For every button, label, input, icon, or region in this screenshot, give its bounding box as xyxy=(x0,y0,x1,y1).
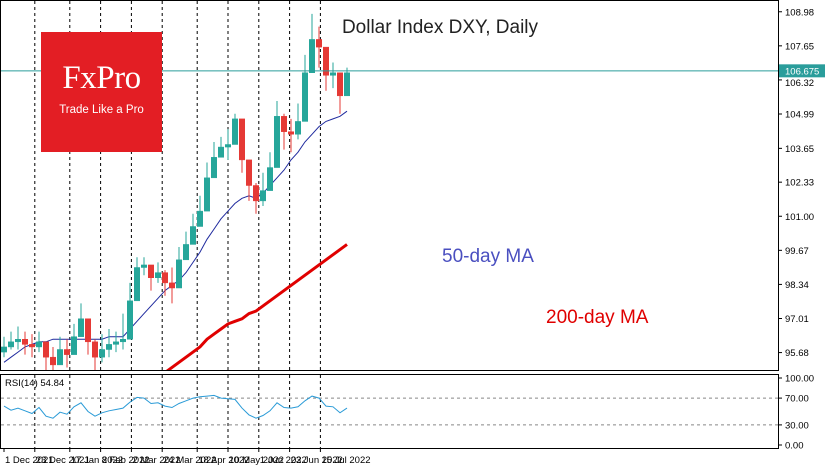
candle-body xyxy=(15,339,21,343)
candle-body xyxy=(85,318,91,343)
candle-body xyxy=(316,39,322,48)
y-tick-label: 103.65 xyxy=(785,144,814,155)
candle-body xyxy=(43,341,49,358)
candle-body xyxy=(148,264,154,278)
candle-body xyxy=(260,190,266,202)
candle-body xyxy=(113,341,119,345)
candle-body xyxy=(323,46,329,76)
y-tick-label: 107.65 xyxy=(785,41,814,52)
candle-body xyxy=(8,341,14,348)
candle-body xyxy=(253,185,259,202)
x-tick-label: 10 May 2022 xyxy=(229,455,284,466)
ma200-line xyxy=(165,243,348,370)
rsi-layer xyxy=(3,394,348,419)
x-tick-label: 2 Mar 2022 xyxy=(132,455,180,466)
x-tick-label: 23 Jun 2022 xyxy=(291,455,343,466)
rsi-line xyxy=(3,394,348,419)
x-tick-label: 15 Jul 2022 xyxy=(321,455,370,466)
candle-body xyxy=(169,282,175,289)
candle-body xyxy=(57,349,63,366)
y-tick-label: 98.34 xyxy=(785,280,809,291)
rsi-panel-frame xyxy=(0,374,779,449)
candle-body xyxy=(106,344,112,350)
candle-body xyxy=(127,300,133,340)
candle-body xyxy=(232,118,238,145)
ma200-annotation: 200-day MA xyxy=(546,307,649,328)
candle-body xyxy=(239,118,245,161)
candle-body xyxy=(337,72,343,97)
y-tick-label: 102.33 xyxy=(785,178,814,189)
rsi-y-tick-label: 0.00 xyxy=(785,441,804,452)
logo-tagline: Trade Like a Pro xyxy=(59,104,144,116)
candle-body xyxy=(36,341,42,348)
candle-body xyxy=(99,349,105,358)
y-tick-label: 97.01 xyxy=(785,314,809,325)
candle-body xyxy=(29,344,35,348)
rsi-title: RSI(14) 54.84 xyxy=(5,378,64,389)
candle-body xyxy=(197,210,203,227)
candle-body xyxy=(204,177,210,212)
y-tick-label: 95.68 xyxy=(785,348,809,359)
x-tick-label: 1 Dec 2021 xyxy=(5,455,54,466)
candle-body xyxy=(211,157,217,179)
candle-body xyxy=(330,72,336,76)
x-tick-label: 24 Mar 2022 xyxy=(163,455,216,466)
ma50-annotation: 50-day MA xyxy=(442,246,534,267)
logo-wordmark: FxPro xyxy=(62,60,141,96)
x-tick-label: 8 Feb 2022 xyxy=(102,455,150,466)
candle-body xyxy=(1,346,7,353)
current-price-tag xyxy=(779,64,825,78)
candle-body xyxy=(274,116,280,168)
candle-layer xyxy=(1,13,350,370)
candle-body xyxy=(78,318,84,337)
candle-body xyxy=(64,349,70,355)
candle-body xyxy=(176,259,182,289)
y-tick-label: 99.67 xyxy=(785,246,809,257)
candle-body xyxy=(309,39,315,73)
candle-body xyxy=(225,144,231,148)
candle-body xyxy=(155,272,161,278)
candle-body xyxy=(141,264,147,268)
x-tick-label: 17 Jan 2022 xyxy=(71,455,123,466)
candle-body xyxy=(344,72,350,97)
candle-body xyxy=(71,336,77,355)
candle-body xyxy=(267,167,273,191)
candle-body xyxy=(120,339,126,343)
candle-body xyxy=(22,339,28,345)
candle-body xyxy=(183,244,189,261)
candle-body xyxy=(302,72,308,122)
y-tick-label: 101.00 xyxy=(785,212,814,223)
candle-body xyxy=(134,267,140,302)
candle-body xyxy=(50,356,56,366)
candle-body xyxy=(218,146,224,158)
ma50-line xyxy=(3,110,348,363)
current-price-label: 106.675 xyxy=(785,66,819,77)
y-tick-label: 106.32 xyxy=(785,78,814,89)
candle-body xyxy=(92,341,98,358)
rsi-y-tick-label: 100.00 xyxy=(785,374,814,385)
candle-body xyxy=(295,121,301,135)
fxpro-logo: FxPro Trade Like a Pro xyxy=(41,32,162,152)
candle-body xyxy=(190,226,196,245)
chart-title: Dollar Index DXY, Daily xyxy=(342,17,539,38)
x-tick-label: 18 Apr 2022 xyxy=(198,455,249,466)
rsi-y-tick-label: 30.00 xyxy=(785,420,809,431)
rsi-y-tick-label: 70.00 xyxy=(785,394,809,405)
candle-body xyxy=(162,272,168,284)
candle-body xyxy=(246,159,252,186)
candle-body xyxy=(281,116,287,132)
y-tick-label: 108.98 xyxy=(785,7,814,18)
candle-body xyxy=(288,131,294,135)
ma-layer xyxy=(3,110,348,370)
x-tick-label: 23 Dec 2021 xyxy=(36,455,90,466)
y-tick-label: 104.99 xyxy=(785,110,814,121)
x-tick-label: 1 Jun 2022 xyxy=(260,455,307,466)
